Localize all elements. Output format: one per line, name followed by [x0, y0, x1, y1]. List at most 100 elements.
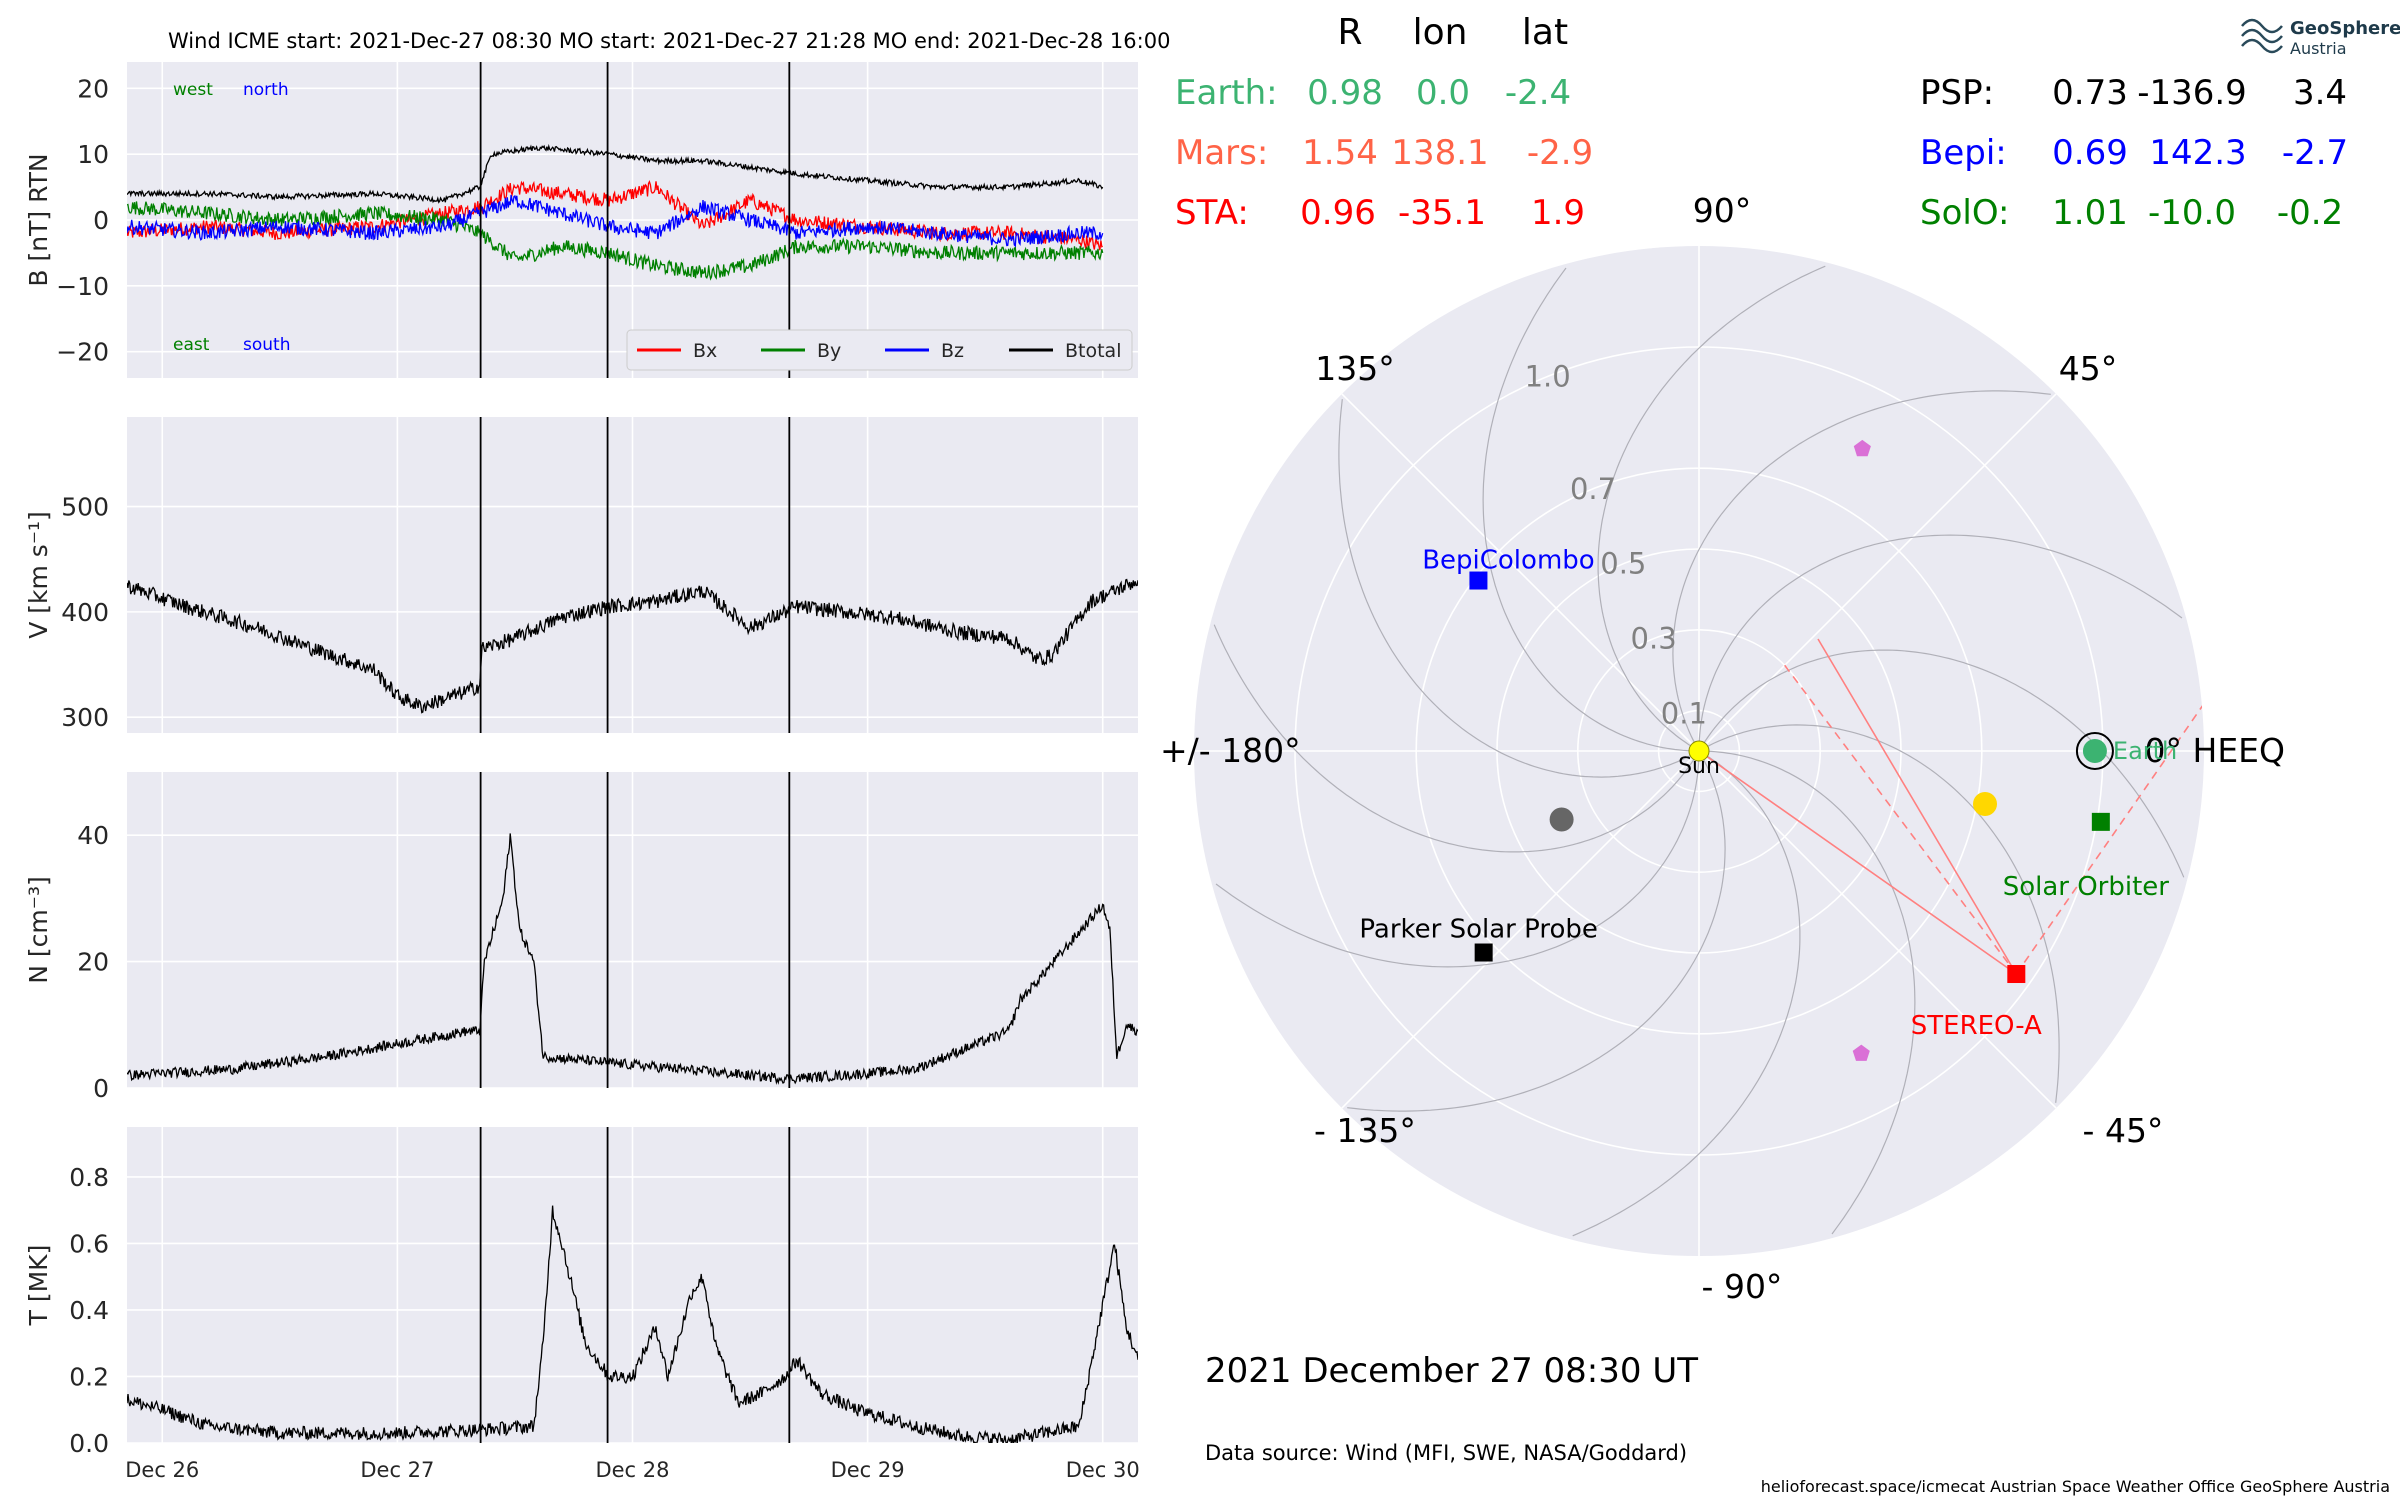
legend-label: Bx: [693, 340, 717, 362]
parker-spiral-line: [1698, 534, 2183, 743]
row-lon: 142.3: [2149, 133, 2246, 173]
table-row-earth: Earth: 0.98 0.0 -2.4: [1175, 73, 1571, 113]
corner-label-north: north: [243, 80, 289, 100]
body-earth: Earth: [2075, 732, 2177, 770]
parker-spiral-line: [1213, 624, 1696, 853]
parker-spiral-line: [1482, 267, 1691, 752]
row-r: 1.54: [1302, 133, 1378, 173]
body-bepicolombo: BepiColombo: [1422, 546, 1595, 590]
y-axis-label: T [MK]: [24, 1245, 53, 1327]
x-tick-label: Dec 27: [360, 1458, 434, 1482]
y-tick-label: 300: [61, 703, 109, 732]
body-marker-south: [1852, 1044, 1870, 1061]
angular-grid-line: [1341, 750, 1700, 1109]
row-lon: -136.9: [2137, 73, 2247, 113]
row-lat: -0.2: [2277, 193, 2343, 233]
body-label: BepiColombo: [1422, 546, 1595, 576]
x-tick-label: Dec 26: [125, 1458, 199, 1482]
logo-text-line2: Austria: [2290, 39, 2347, 58]
sta-fov-line: [1817, 638, 2017, 975]
geosphere-logo: GeoSphere Austria: [2241, 18, 2400, 58]
row-lon: 138.1: [1391, 133, 1488, 173]
row-lat: -2.9: [1527, 133, 1593, 173]
radial-tick-label: 0.1: [1661, 697, 1707, 731]
angular-grid-line: [1341, 393, 1700, 752]
sta-fov-dashed-line: [2015, 694, 2204, 975]
time-series-panels: 20 10 0 −10 −20 B [nT] RTN west north east south B…: [24, 62, 1140, 1482]
footer-date: 2021 December 27 08:30 UT: [1205, 1351, 1698, 1391]
body-marker: [2091, 812, 2110, 831]
y-tick-label: 0.0: [69, 1429, 109, 1458]
table-row-bepi: Bepi: 0.69 142.3 -2.7: [1920, 133, 2348, 173]
polar-plot: 0.1 0.3 0.5 0.7 1.0 0° HEEQ 45° 90° 135° +/- 180°…: [1160, 191, 2285, 1306]
row-lat: 3.4: [2293, 73, 2347, 113]
y-axis-label: V [km s⁻¹]: [24, 511, 53, 639]
x-tick-label: Dec 28: [595, 1458, 669, 1482]
radial-tick-label: 0.7: [1570, 472, 1616, 506]
parker-spiral-line: [1572, 754, 1801, 1237]
footer-source: Data source: Wind (MFI, SWE, NASA/Goddar…: [1205, 1441, 1687, 1465]
legend-box: [626, 329, 1133, 371]
y-tick-label: 10: [77, 140, 109, 169]
series-line-n: [127, 833, 1138, 1085]
x-tick-label: Dec 30: [1066, 1458, 1140, 1482]
row-name: SolO:: [1920, 193, 2009, 233]
body-marker: [1549, 807, 1574, 832]
parker-spiral-line: [1347, 757, 1726, 1112]
corner-label-west: west: [173, 80, 213, 100]
body-marker: [1853, 439, 1871, 457]
row-r: 0.73: [2052, 73, 2128, 113]
row-lon: -10.0: [2148, 193, 2236, 233]
sun-sta-line: [1698, 750, 2017, 975]
panel-T: 0.8 0.6 0.4 0.2 0.0 T [MK] Dec 26 Dec 27 Dec 28 D…: [24, 1127, 1140, 1482]
series-line-v: [127, 578, 1138, 714]
parker-spiral-line: [1707, 750, 1916, 1235]
row-r: 1.01: [2052, 193, 2128, 233]
corner-label-south: south: [243, 335, 290, 355]
angle-label: +/- 180°: [1160, 731, 1301, 770]
body-label: Sun: [1678, 754, 1720, 779]
body-marker: [2007, 965, 2026, 984]
row-lon: -35.1: [1398, 193, 1486, 233]
angle-label: 90°: [1693, 191, 1752, 230]
angle-label: - 135°: [1314, 1111, 1416, 1150]
sta-fov-dashed-line: [1782, 662, 2017, 975]
table-header-r: R: [1337, 12, 1362, 53]
positions-table: R lon lat Earth: 0.98 0.0 -2.4 Mars: 1.5…: [1175, 12, 2348, 233]
row-lon: 0.0: [1416, 73, 1470, 113]
table-header-lat: lat: [1522, 12, 1568, 53]
angle-label: 135°: [1315, 349, 1395, 388]
row-lat: 1.9: [1531, 193, 1585, 233]
series-line-t: [127, 1205, 1138, 1443]
y-tick-label: 0: [93, 206, 109, 235]
parker-spiral-line: [1338, 399, 1693, 778]
table-row-sta: STA: 0.96 -35.1 1.9: [1175, 193, 1585, 233]
radial-tick-label: 0.5: [1600, 547, 1646, 581]
series-line-by: [127, 201, 1104, 281]
x-tick-label: Dec 29: [831, 1458, 905, 1482]
row-lat: -2.4: [1505, 73, 1571, 113]
series-line-bz: [127, 194, 1104, 248]
y-axis-label: N [cm⁻³]: [24, 876, 53, 983]
y-tick-label: 40: [77, 821, 109, 850]
parker-spiral-line: [1597, 265, 1826, 748]
y-tick-label: 0.6: [69, 1229, 109, 1258]
series-line-btotal: [127, 143, 1104, 204]
body-label: Solar Orbiter: [2003, 872, 2170, 902]
body-venus: [1973, 792, 1998, 817]
legend: Bx By Bz Btotal: [626, 329, 1133, 371]
body-marker: [1474, 943, 1493, 962]
angular-grid-line: [1698, 393, 2057, 752]
body-label: Parker Solar Probe: [1359, 915, 1597, 945]
body-marker: [1852, 1044, 1870, 1061]
legend-label: By: [817, 340, 841, 362]
row-lat: -2.7: [2282, 133, 2348, 173]
panel-N: 40 20 0 N [cm⁻³]: [24, 772, 1138, 1103]
angular-grid-line: [1698, 750, 2057, 1109]
body-marker-ring: [2075, 732, 2114, 770]
angle-label: - 90°: [1702, 1267, 1783, 1306]
row-r: 0.98: [1307, 73, 1383, 113]
body-marker: [1973, 792, 1998, 817]
body-marker: [2082, 739, 2107, 763]
